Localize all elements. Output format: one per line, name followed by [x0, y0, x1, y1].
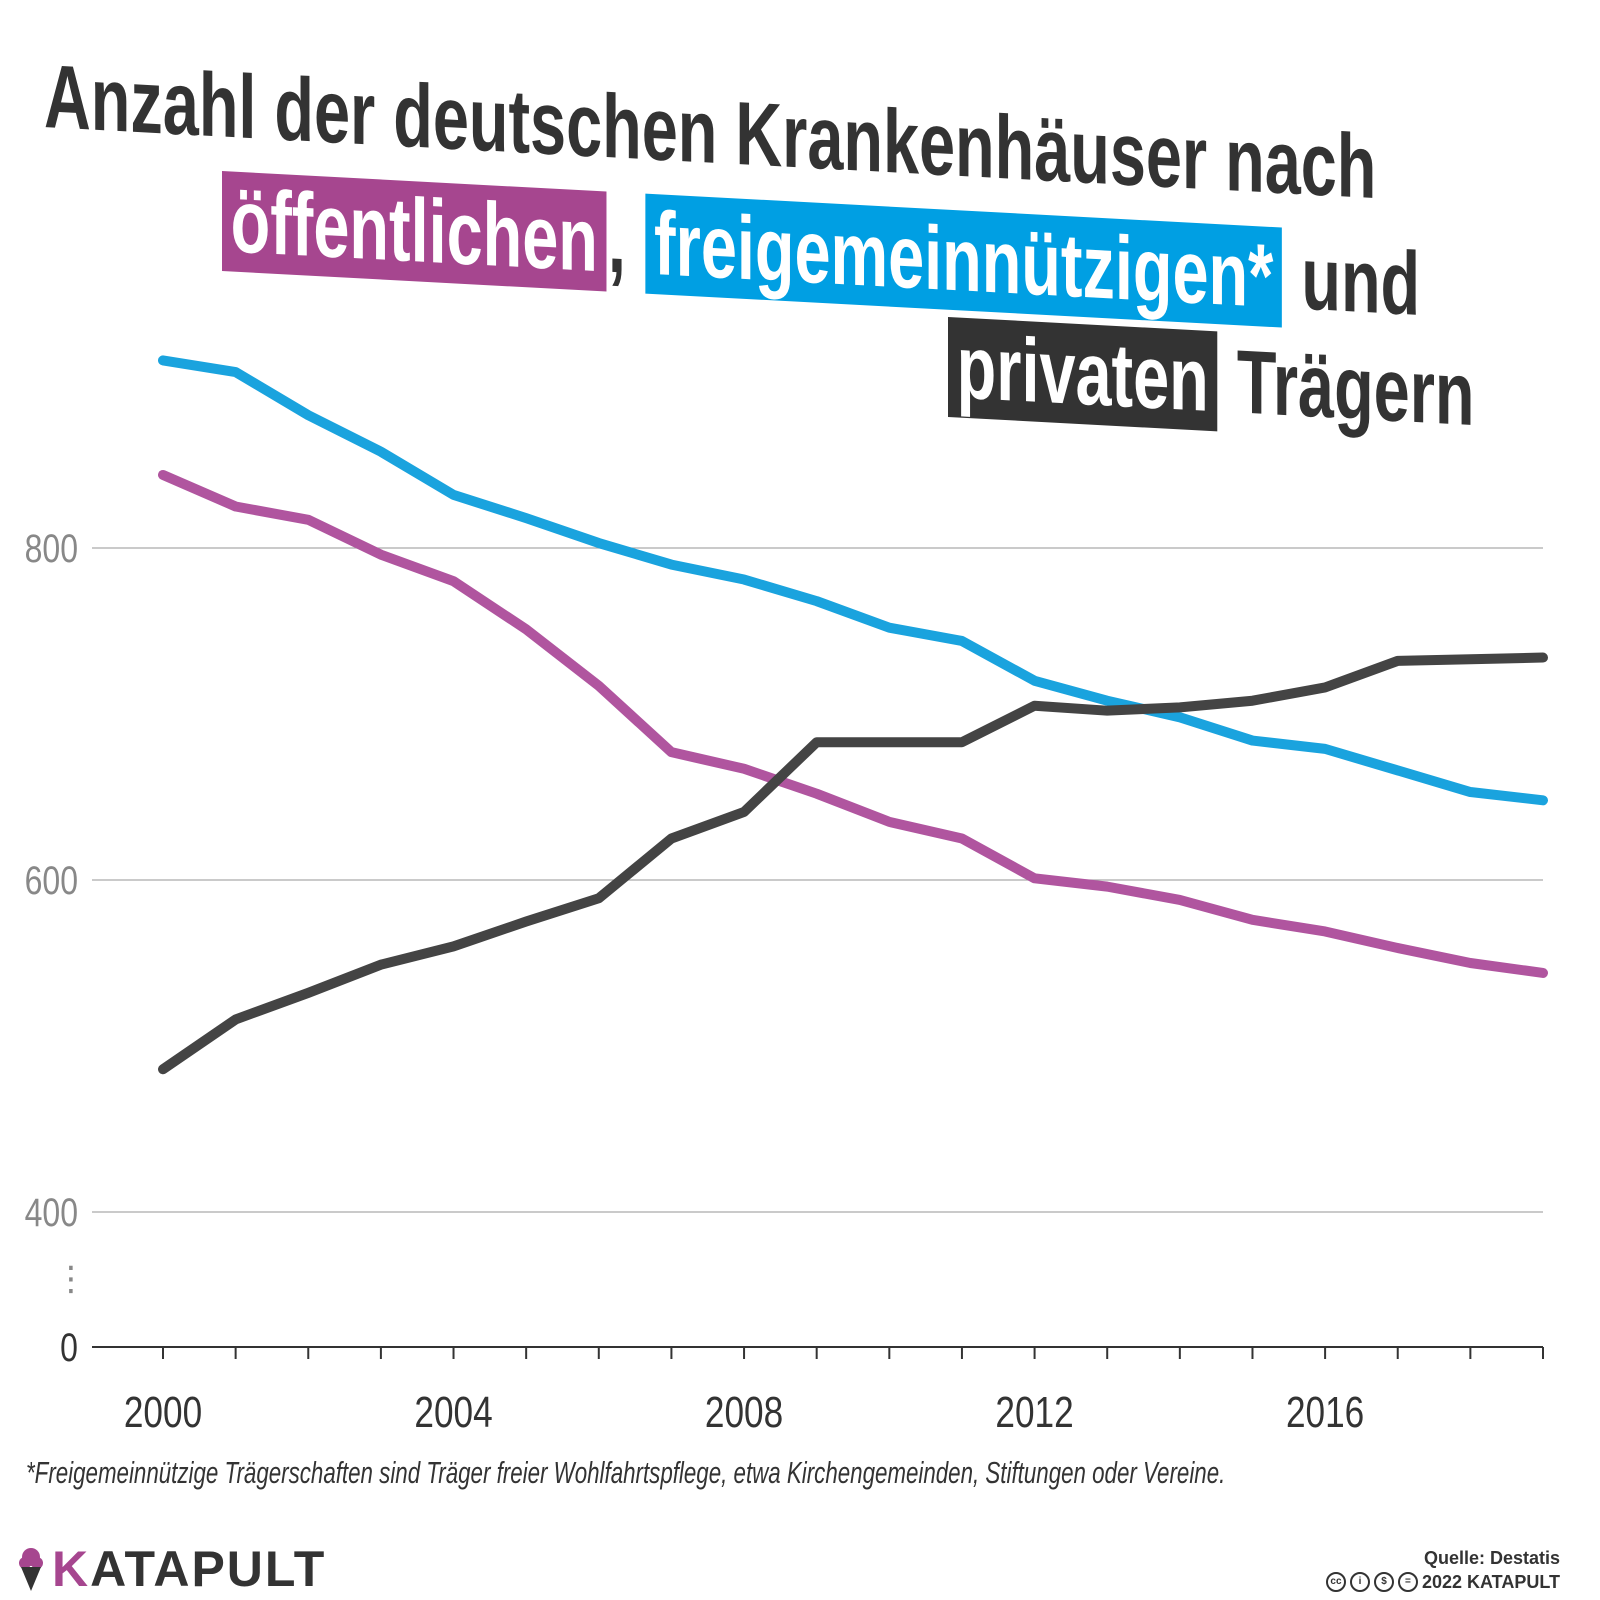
series-public-point-2015 [1250, 917, 1255, 922]
x-tick-label-2012: 2012 [995, 1388, 1073, 1437]
cc-by-icon: i [1349, 1572, 1370, 1592]
series-private-point-2005 [524, 919, 529, 924]
series-public-point-2016 [1323, 929, 1328, 934]
series-private-point-2006 [596, 896, 601, 901]
series-nonprofit-point-2001 [233, 370, 238, 375]
series-nonprofit-point-2000 [161, 358, 165, 363]
y-tick-label-400: 400 [25, 1190, 78, 1235]
cc-nd-icon: = [1397, 1572, 1418, 1592]
series-nonprofit-point-2004 [451, 492, 456, 497]
series-private-point-2015 [1250, 698, 1255, 703]
series-public-point-2019 [1541, 970, 1545, 975]
series-private-point-2019 [1541, 655, 1545, 660]
series-nonprofit-point-2019 [1541, 798, 1545, 803]
x-tick-label-2008: 2008 [705, 1388, 783, 1437]
brand-name: KATAPULT [52, 1544, 326, 1594]
series-private-point-2000 [161, 1067, 165, 1072]
series-nonprofit-point-2009 [814, 599, 819, 604]
katapult-logo: KATAPULT [18, 1544, 326, 1594]
series-public-point-2004 [451, 579, 456, 584]
series-nonprofit-point-2005 [524, 516, 529, 521]
y-tick-label-800: 800 [25, 526, 78, 571]
series-private-point-2011 [959, 740, 964, 745]
series-public-point-2011 [959, 836, 964, 841]
series-nonprofit-point-2017 [1395, 768, 1400, 773]
series-public-point-2012 [1032, 876, 1037, 881]
series-nonprofit-point-2010 [887, 625, 892, 630]
series-public-point-2010 [887, 819, 892, 824]
series-private-point-2007 [669, 836, 674, 841]
series-public-line [158, 469, 1548, 978]
license-row: cc i $ = 2022 KATAPULT [1325, 1570, 1560, 1594]
series-nonprofit-point-2015 [1250, 738, 1255, 743]
series-nonprofit-point-2012 [1032, 678, 1037, 683]
series-private-point-2004 [451, 944, 456, 949]
series-private-line [158, 652, 1548, 1075]
series-private-point-2010 [887, 740, 892, 745]
credits: Quelle: Destatis cc i $ = 2022 KATAPULT [1325, 1546, 1560, 1594]
series-nonprofit-point-2002 [306, 413, 311, 418]
y-tick-label-0: 0 [60, 1325, 78, 1370]
ice-cream-icon [18, 1545, 44, 1593]
series-public-point-2002 [306, 517, 311, 522]
series-nonprofit-point-2014 [1177, 715, 1182, 720]
series-nonprofit-point-2013 [1105, 698, 1110, 703]
footnote: *Freigemeinnützige Trägerschaften sind T… [26, 1455, 1226, 1490]
y-tick-label-600: 600 [25, 858, 78, 903]
series-public-point-2013 [1105, 884, 1110, 889]
copyright-label: 2022 KATAPULT [1421, 1572, 1560, 1592]
series-public-point-2001 [233, 504, 238, 509]
series-public-point-2005 [524, 627, 529, 632]
series-nonprofit-point-2003 [378, 449, 383, 454]
series-private-point-2009 [814, 740, 819, 745]
series-private-point-2018 [1468, 657, 1473, 662]
series-nonprofit-point-2016 [1323, 746, 1328, 751]
series-public-point-2017 [1395, 946, 1400, 951]
x-tick-label-2016: 2016 [1286, 1388, 1364, 1437]
cc-nc-icon: $ [1373, 1572, 1394, 1592]
series-nonprofit-point-2018 [1468, 790, 1473, 795]
series-private-point-2012 [1032, 703, 1037, 708]
series-nonprofit-point-2011 [959, 638, 964, 643]
x-tick-label-2000: 2000 [124, 1388, 202, 1437]
series-private-point-2014 [1177, 705, 1182, 710]
series-nonprofit-point-2006 [596, 541, 601, 546]
x-tick-label-2004: 2004 [414, 1388, 492, 1437]
series-public-point-2018 [1468, 961, 1473, 965]
brand-first-letter: K [52, 1541, 91, 1597]
series-private-point-2003 [378, 962, 383, 967]
series-nonprofit-line [158, 355, 1548, 806]
series-public-point-2007 [669, 750, 674, 755]
series-private-point-2013 [1105, 708, 1110, 713]
series-public-point-2009 [814, 791, 819, 796]
series-private-point-2001 [233, 1017, 238, 1022]
series-private-point-2002 [306, 990, 311, 995]
cc-icon: cc [1325, 1572, 1346, 1592]
series-public-point-2000 [161, 472, 165, 477]
series-nonprofit-point-2007 [669, 562, 674, 567]
axis-break-marker: ⋮ [54, 1259, 88, 1299]
source-label: Quelle: Destatis [1423, 1548, 1560, 1568]
series-private-point-2017 [1395, 658, 1400, 663]
series-public-point-2008 [742, 766, 747, 771]
series-private-point-2016 [1323, 685, 1328, 690]
series-public-point-2014 [1177, 897, 1182, 902]
series-nonprofit-point-2008 [742, 577, 747, 582]
series-private-point-2008 [742, 809, 747, 814]
series-public-point-2006 [596, 683, 601, 688]
series-public-point-2003 [378, 552, 383, 557]
brand-rest: ATAPULT [90, 1541, 327, 1597]
